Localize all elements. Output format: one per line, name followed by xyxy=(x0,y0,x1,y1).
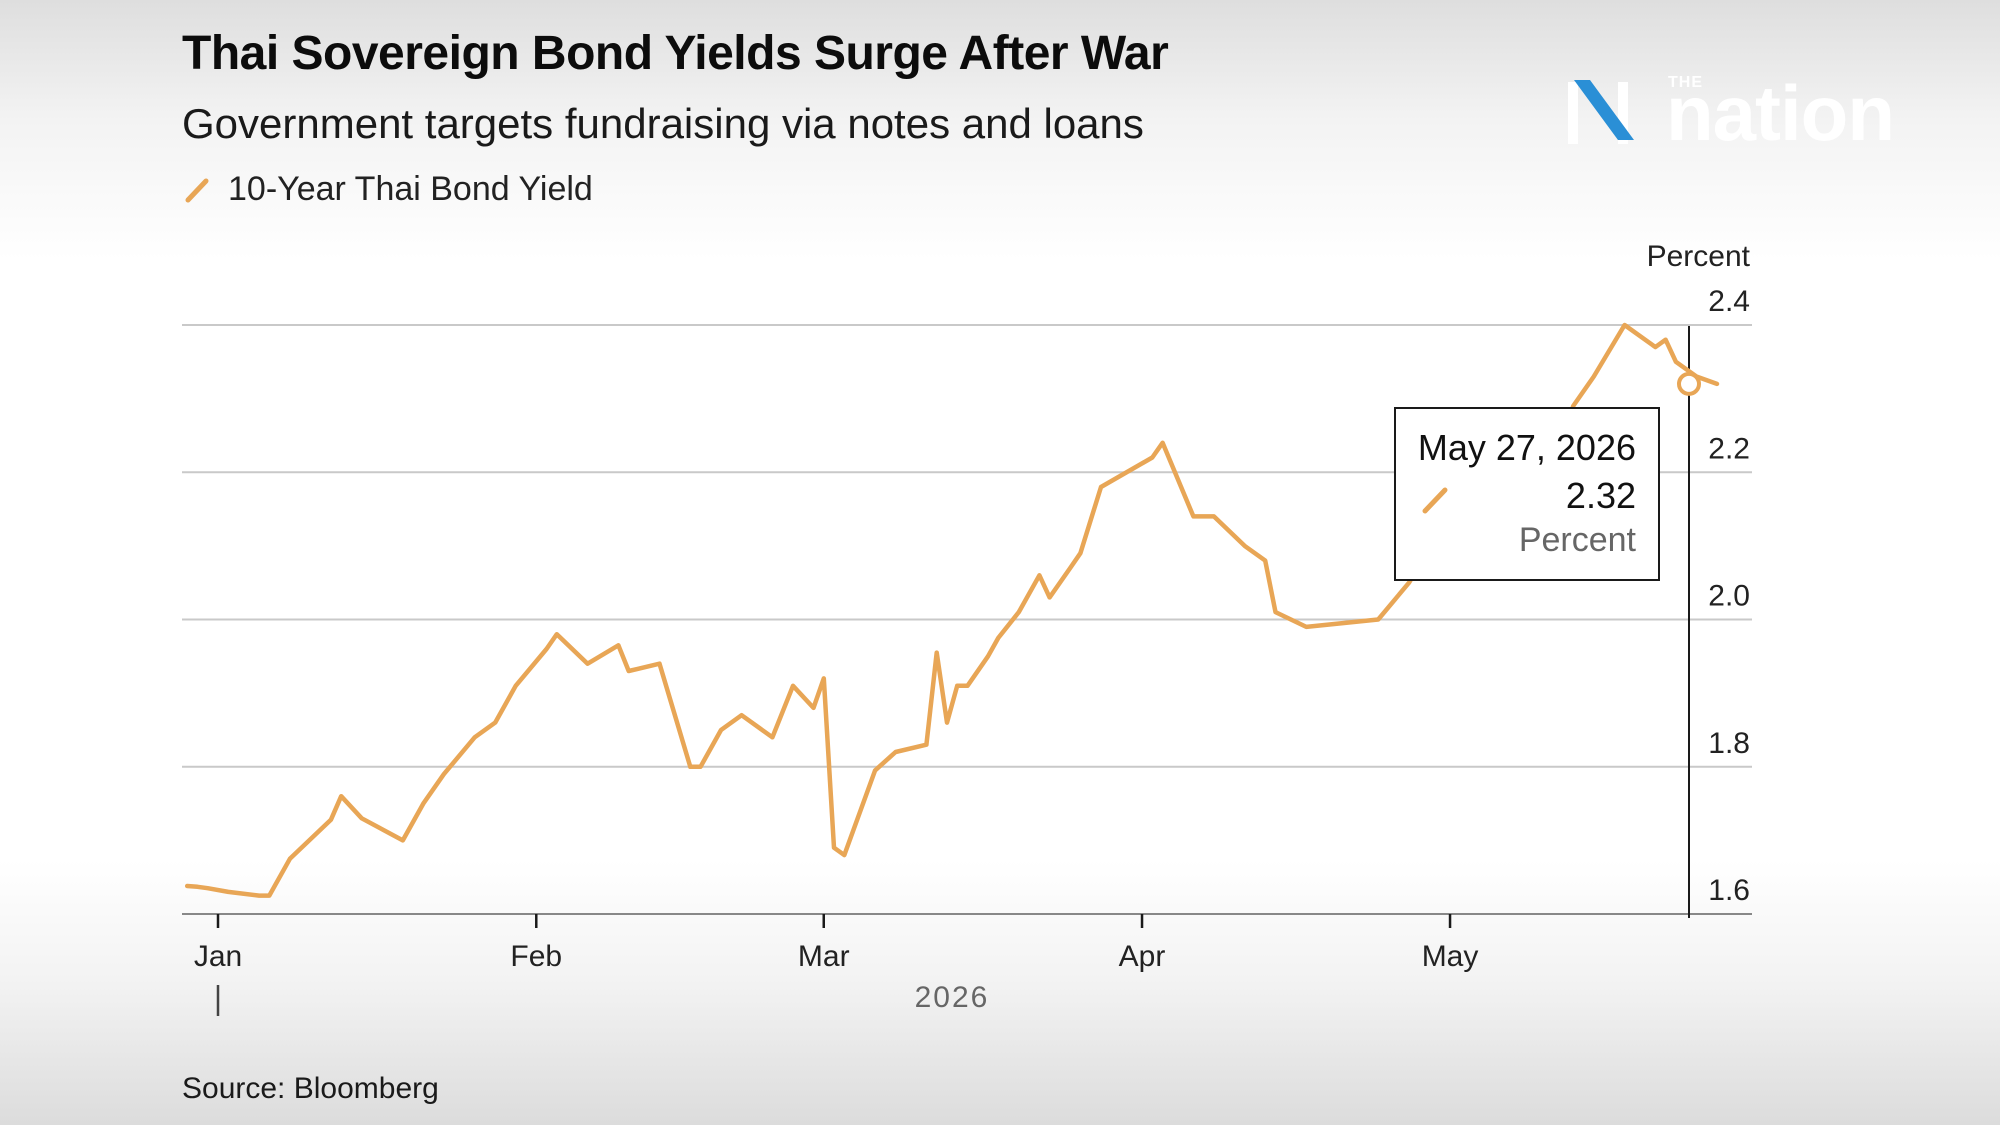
x-tick-label: Mar xyxy=(798,940,850,973)
y-tick-label: 2.0 xyxy=(1708,580,1750,613)
axis-labels: 2.4 2.2 2.0 1.8 1.6 Percent Jan Feb Mar Apr May 202… xyxy=(194,240,1751,1014)
legend-swatch-icon xyxy=(185,178,209,202)
x-tick-label: Jan xyxy=(194,940,242,973)
the-nation-logo: THE nation xyxy=(1562,68,1922,158)
nation-logo-mark-icon xyxy=(1568,80,1634,144)
axes xyxy=(182,326,1752,1016)
x-tick-label: Feb xyxy=(510,940,562,973)
y-tick-label: 2.2 xyxy=(1708,432,1750,465)
x-tick-label: Apr xyxy=(1119,940,1166,973)
tooltip-series-swatch-icon xyxy=(1422,487,1448,514)
tooltip-value: 2.32 xyxy=(1565,475,1636,516)
legend-label: 10-Year Thai Bond Yield xyxy=(228,170,593,208)
x-axis-year-label: 2026 xyxy=(915,981,990,1014)
y-tick-label: 1.6 xyxy=(1708,874,1750,907)
tooltip-date: May 27, 2026 xyxy=(1417,427,1636,468)
logo-small-text: THE xyxy=(1668,74,1703,91)
tooltip-unit: Percent xyxy=(1518,521,1636,559)
chart-title: Thai Sovereign Bond Yields Surge After W… xyxy=(182,27,1169,80)
source-note: Source: Bloomberg xyxy=(182,1072,439,1105)
chart-subtitle: Government targets fundraising via notes… xyxy=(182,100,1144,147)
hover-tooltip: May 27, 2026 2.32 Percent xyxy=(1394,407,1660,581)
y-axis-label: Percent xyxy=(1647,240,1751,273)
y-tick-label: 2.4 xyxy=(1708,285,1750,318)
y-tick-label: 1.8 xyxy=(1708,727,1750,760)
x-tick-label: May xyxy=(1422,940,1479,973)
logo-wordmark: nation xyxy=(1666,69,1895,157)
legend: 10-Year Thai Bond Yield xyxy=(182,170,593,209)
highlight-point xyxy=(1677,371,1701,396)
